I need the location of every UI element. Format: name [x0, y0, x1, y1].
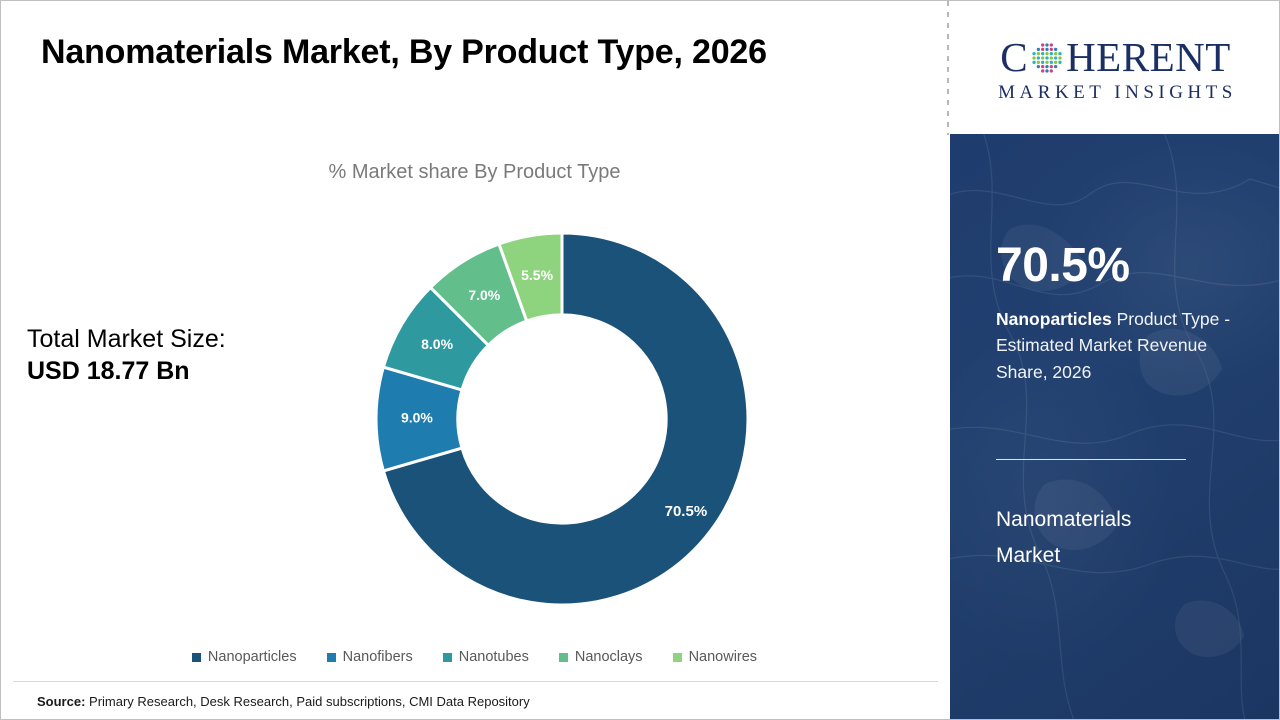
globe-dot — [1041, 47, 1045, 51]
globe-dot — [1049, 51, 1054, 55]
legend-swatch-icon — [326, 652, 336, 662]
globe-dot — [1036, 47, 1041, 51]
globe-dot — [1054, 55, 1058, 60]
donut-chart: 70.5% 9.0% 8.0% 7.0% 5.5% — [376, 233, 748, 605]
donut-slice-label: 7.0% — [468, 287, 500, 303]
globe-dot — [1045, 42, 1049, 47]
globe-dot — [1036, 51, 1041, 55]
legend-item[interactable]: Nanoparticles — [191, 649, 297, 665]
globe-dot — [1041, 42, 1045, 47]
chart-legend: Nanoparticles Nanofibers Nanotubes Nanoclay… — [1, 649, 948, 665]
logo-letter-c: C — [1000, 34, 1029, 80]
legend-item[interactable]: Nanotubes — [442, 649, 529, 665]
globe-dot — [1054, 47, 1058, 51]
panel-footer: Nanomaterials Market — [996, 502, 1246, 574]
donut-slice[interactable] — [381, 233, 748, 605]
globe-dot — [1041, 64, 1045, 68]
globe-dot — [1036, 64, 1041, 68]
legend-swatch-icon — [672, 652, 682, 662]
globe-dot — [1049, 55, 1054, 60]
globe-dot — [1045, 68, 1049, 73]
globe-dot — [1032, 60, 1036, 64]
globe-dot — [1058, 60, 1062, 64]
source-line: Source: Primary Research, Desk Research,… — [37, 694, 530, 709]
legend-item[interactable]: Nanofibers — [326, 649, 413, 665]
globe-dot — [1049, 42, 1054, 47]
panel-footer-line-1: Nanomaterials — [996, 508, 1132, 531]
chart-area: Nanomaterials Market, By Product Type, 2… — [1, 1, 948, 719]
legend-item[interactable]: Nanowires — [672, 649, 758, 665]
logo-wordmark: C HERENT — [1000, 37, 1231, 78]
right-panel: C HERENT MARKET INSIGHTS — [950, 1, 1279, 719]
brand-logo: C HERENT MARKET INSIGHTS — [950, 1, 1279, 134]
donut-slice[interactable] — [497, 233, 564, 323]
panel-horizontal-rule — [996, 459, 1186, 460]
globe-dot — [1045, 60, 1049, 64]
donut-slice-label: 9.0% — [401, 410, 433, 426]
stat-number: 70.5% — [996, 239, 1130, 292]
globe-dot — [1041, 55, 1045, 60]
globe-dot — [1041, 60, 1045, 64]
legend-label: Nanoclays — [574, 649, 643, 665]
globe-dot — [1058, 51, 1062, 55]
globe-dot — [1049, 64, 1054, 68]
total-market-label: Total Market Size: — [27, 325, 226, 353]
donut-slice-label: 8.0% — [421, 336, 453, 352]
globe-dot — [1032, 51, 1036, 55]
globe-dot — [1049, 68, 1054, 73]
chart-subtitle: % Market share By Product Type — [328, 161, 621, 183]
source-prefix: Source: — [37, 694, 86, 709]
legend-swatch-icon — [191, 652, 201, 662]
panel-footer-line-2: Market — [996, 544, 1061, 568]
legend-label: Nanoparticles — [207, 649, 297, 665]
donut-chart-svg: 70.5% 9.0% 8.0% 7.0% 5.5% — [376, 233, 748, 605]
total-market-size: Total Market Size: USD 18.77 Bn — [27, 323, 226, 387]
globe-dot — [1041, 68, 1045, 73]
globe-dot — [1054, 51, 1058, 55]
globe-dot — [1036, 60, 1041, 64]
logo-letters-herent: HERENT — [1066, 34, 1231, 80]
globe-dot — [1049, 60, 1054, 64]
world-map-texture-icon — [950, 134, 1279, 719]
donut-slice-label: 5.5% — [521, 267, 553, 283]
globe-dot — [1045, 55, 1049, 60]
legend-label: Nanowires — [688, 649, 758, 665]
globe-dot — [1049, 47, 1054, 51]
vertical-dashed-divider — [947, 1, 949, 135]
legend-item[interactable]: Nanoclays — [558, 649, 643, 665]
globe-dot — [1045, 51, 1049, 55]
panel-body: 70.5% Nanoparticles Product Type - Estim… — [950, 134, 1279, 719]
globe-dot — [1054, 60, 1058, 64]
globe-dot — [1058, 55, 1062, 60]
donut-slice-group — [376, 233, 748, 605]
globe-dots-icon — [1032, 42, 1062, 73]
logo-tagline: MARKET INSIGHTS — [998, 82, 1237, 103]
globe-dot — [1036, 55, 1041, 60]
legend-swatch-icon — [442, 652, 452, 662]
globe-dot — [1032, 55, 1036, 60]
legend-swatch-icon — [558, 652, 568, 662]
legend-label: Nanofibers — [342, 649, 413, 665]
legend-label: Nanotubes — [458, 649, 529, 665]
donut-slice-label: 70.5% — [665, 503, 708, 520]
source-text: Primary Research, Desk Research, Paid su… — [85, 694, 530, 709]
page-title: Nanomaterials Market, By Product Type, 2… — [41, 33, 767, 71]
stat-description-rest: Product Type - Estimated Market Revenue … — [996, 309, 1231, 382]
globe-dot — [1054, 64, 1058, 68]
source-divider — [13, 681, 938, 682]
globe-dot — [1041, 51, 1045, 55]
globe-dot — [1045, 64, 1049, 68]
stat-description-bold: Nanoparticles — [996, 309, 1112, 329]
stat-description: Nanoparticles Product Type - Estimated M… — [996, 306, 1248, 385]
total-market-value: USD 18.77 Bn — [27, 357, 190, 385]
donut-label-group: 70.5% 9.0% 8.0% 7.0% 5.5% — [401, 267, 707, 520]
globe-dot — [1045, 47, 1049, 51]
